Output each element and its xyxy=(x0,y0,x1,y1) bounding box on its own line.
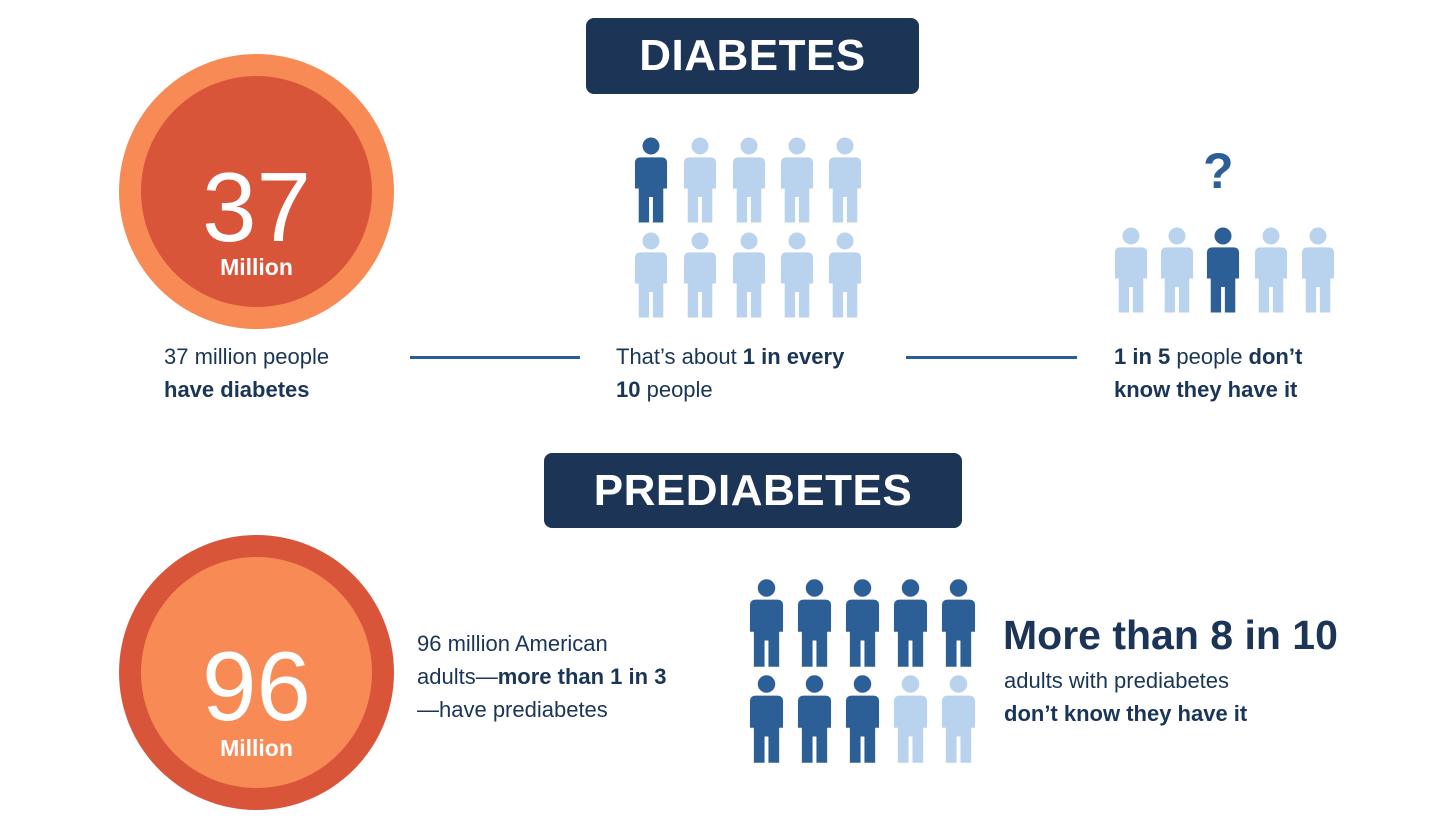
person-icon xyxy=(941,579,976,667)
caption-bold: 10 xyxy=(616,377,641,402)
person-icon xyxy=(797,675,832,763)
caption-bold: know they have it xyxy=(1114,377,1298,402)
caption-bold: more than 1 in 3 xyxy=(497,664,667,689)
prediabetes-caption: 96 million American adults—more than 1 i… xyxy=(417,627,666,726)
diabetes-title: DIABETES xyxy=(639,31,866,80)
diabetes-count-circle: 37 Million xyxy=(119,54,394,329)
caption-bold: have diabetes xyxy=(164,377,310,402)
caption-text: adults with prediabetes xyxy=(1004,668,1230,693)
person-icon xyxy=(780,137,814,223)
diabetes-caption-2: That’s about 1 in every 10 people xyxy=(616,340,844,406)
caption-text: 96 million American xyxy=(417,631,608,656)
diabetes-banner: DIABETES xyxy=(586,18,919,94)
person-icon xyxy=(893,675,928,763)
caption-bold: don’t know they have it xyxy=(1004,701,1248,726)
connector-line-2 xyxy=(906,356,1077,359)
caption-text: people xyxy=(1170,344,1249,369)
connector-line-1 xyxy=(410,356,580,359)
diabetes-count-inner: 37 Million xyxy=(141,76,372,307)
diabetes-caption-1: 37 million people have diabetes xyxy=(164,340,329,406)
diabetes-unit: Million xyxy=(220,254,293,280)
prediabetes-banner: PREDIABETES xyxy=(544,453,962,528)
question-mark-icon: ? xyxy=(1203,143,1234,199)
person-icon xyxy=(845,675,880,763)
person-icon xyxy=(732,137,766,223)
person-icon xyxy=(780,232,814,318)
person-icon xyxy=(828,137,862,223)
diabetes-caption-3: 1 in 5 people don’t know they have it xyxy=(1114,340,1302,406)
prediabetes-big-number: 96 xyxy=(201,631,311,741)
prediabetes-unit: Million xyxy=(220,735,293,761)
prediabetes-headline: More than 8 in 10 xyxy=(1003,612,1338,658)
diabetes-big-number: 37 xyxy=(201,152,311,262)
caption-bold: 1 in 5 xyxy=(1114,344,1171,369)
caption-text: That’s about xyxy=(616,344,743,369)
caption-text: —have prediabetes xyxy=(417,697,608,722)
caption-bold: don’t xyxy=(1248,344,1303,369)
prediabetes-count-circle: 96 Million xyxy=(119,535,394,810)
person-icon xyxy=(797,579,832,667)
person-icon xyxy=(1160,227,1194,313)
person-icon xyxy=(732,232,766,318)
person-icon xyxy=(828,232,862,318)
person-icon xyxy=(941,675,976,763)
caption-text: 37 million people xyxy=(164,344,330,369)
person-icon xyxy=(1301,227,1335,313)
caption-text: adults— xyxy=(417,664,498,689)
prediabetes-title: PREDIABETES xyxy=(593,466,913,515)
person-icon xyxy=(893,579,928,667)
caption-bold: 1 in every xyxy=(742,344,845,369)
person-icon xyxy=(1254,227,1288,313)
person-icon xyxy=(1206,227,1240,313)
person-icon xyxy=(683,232,717,318)
person-icon xyxy=(845,579,880,667)
person-icon xyxy=(634,232,668,318)
person-icon xyxy=(749,675,784,763)
prediabetes-count-inner: 96 Million xyxy=(141,557,372,788)
person-icon xyxy=(749,579,784,667)
person-icon xyxy=(683,137,717,223)
person-icon xyxy=(634,137,668,223)
prediabetes-sub-caption: adults with prediabetes don’t know they … xyxy=(1004,664,1247,730)
caption-text: people xyxy=(640,377,713,402)
person-icon xyxy=(1114,227,1148,313)
